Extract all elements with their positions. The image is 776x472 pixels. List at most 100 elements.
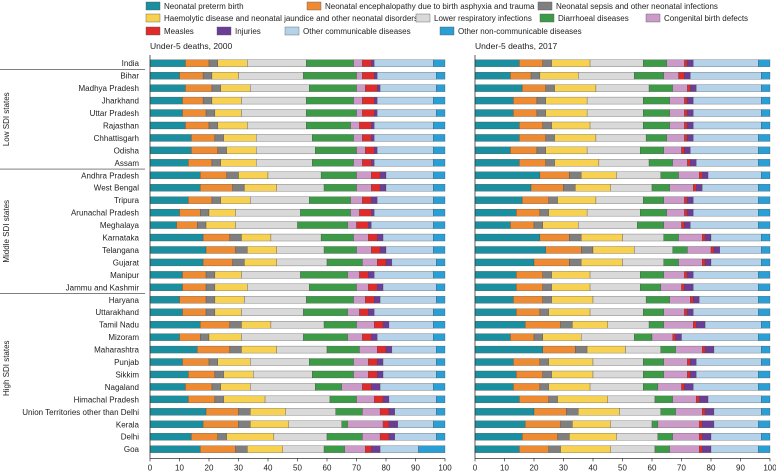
bar-segment [690,370,697,379]
bar-segment [681,383,685,391]
bar-segment [433,221,446,229]
bar-segment [542,333,582,341]
bar-segment [678,171,700,179]
bar-segment [663,221,682,229]
bar-segment [539,358,549,366]
bar-segment [250,408,286,416]
bar-segment [374,121,434,130]
legend-swatch [284,26,300,36]
bar-segment [589,271,641,279]
bar-segment [690,296,694,304]
bar-segment [371,208,375,217]
bar-segment [229,321,242,329]
bar-segment [385,258,393,267]
bar-segment [758,184,771,192]
bar-segment [288,420,342,428]
bar-segment [569,233,582,242]
bar-segment [560,445,611,453]
bar-segment [303,308,348,316]
bar-segment [303,72,357,80]
bar-segment [693,196,759,204]
bar-segment [433,121,446,130]
bar-segment [643,370,664,379]
bar-segment [702,258,706,267]
bar-segment [235,246,248,254]
bar-segment [654,395,673,404]
bar-segment [362,258,378,267]
bar-segment [474,233,541,242]
bar-segment [315,146,357,155]
bar-segment [382,395,390,404]
panel-title: Under-5 deaths, 2000 [150,41,232,51]
bar-segment [474,134,520,142]
bar-segment [589,59,644,67]
bar-segment [660,283,682,291]
bar-segment [388,433,396,441]
bar-segment [220,84,251,92]
bar-segment [672,159,688,167]
bar-segment [699,445,703,453]
bar-segment [758,308,771,316]
bar-segment [687,84,691,92]
bar-segment [232,258,245,267]
bar-segment [575,184,611,192]
row-label: Tripura [114,196,140,205]
bar-segment [560,321,573,329]
bar-segment [758,134,771,142]
bar-segment [211,84,221,92]
bar-segment [761,72,771,80]
bar-segment [474,146,511,155]
bar-segment [297,221,348,229]
bar-segment [651,333,673,341]
bar-segment [323,445,345,453]
bar-segment [397,420,434,428]
bar-segment [761,258,771,267]
bar-segment [217,146,227,155]
bar-segment [371,196,378,204]
bar-segment [563,184,576,192]
bar-segment [516,208,541,217]
bar-segment [554,159,600,167]
legend-label: Injuries [235,27,261,36]
row-label: Sikkim [115,370,139,379]
bar-segment [385,184,434,192]
bar-segment [648,84,673,92]
bar-segment [382,321,390,329]
bar-segment [687,59,694,67]
bar-segment [347,221,357,229]
bar-segment [376,283,384,291]
bar-segment [702,445,712,453]
bar-segment [229,345,242,354]
bar-segment [214,370,224,379]
bar-segment [211,96,242,105]
bar-segment [385,171,434,179]
bar-segment [202,233,230,242]
bar-segment [306,96,354,105]
bar-segment [672,246,688,254]
bar-segment [761,321,771,329]
bar-segment [761,84,771,92]
bar-segment [433,171,446,179]
bar-segment [202,258,233,267]
row-label: Goa [124,445,140,454]
x-tick-label: 90 [736,463,745,472]
bar-segment [205,283,216,291]
bar-segment [374,96,378,105]
bar-segment [510,146,538,155]
bar-segment [379,383,434,391]
bar-segment [681,221,685,229]
bar-segment [362,96,375,105]
row-label: India [122,59,140,68]
bar-segment [663,358,688,366]
bar-segment [643,383,659,391]
bar-segment [557,196,597,204]
bar-segment [566,408,579,416]
row-label: Karnataka [103,234,140,243]
bar-segment [554,84,597,92]
bar-segment [149,59,186,67]
bar-segment [149,146,192,155]
bar-segment [359,345,378,354]
bar-segment [353,370,369,379]
bar-segment [548,395,558,404]
bar-segment [634,246,673,254]
